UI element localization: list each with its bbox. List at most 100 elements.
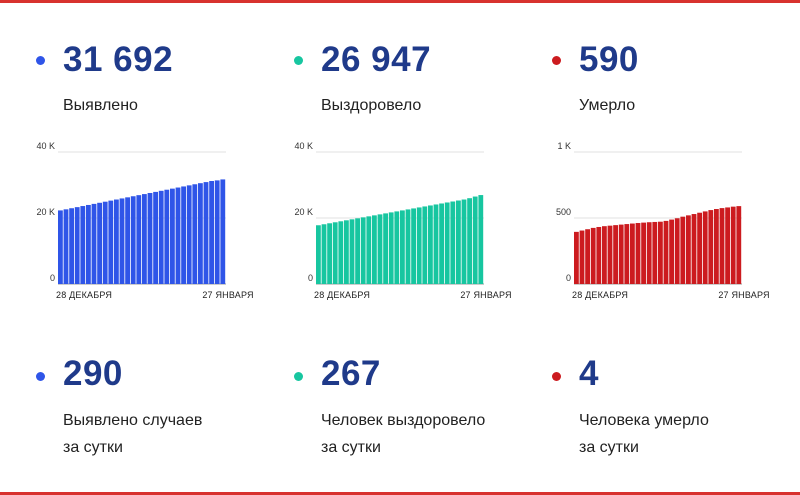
daily-value: 267 [321, 354, 381, 393]
bar [214, 180, 220, 284]
bar [708, 210, 714, 284]
x-start-label: 28 ДЕКАБРЯ [56, 290, 112, 300]
bar [674, 218, 680, 284]
bar [422, 206, 428, 284]
bar [74, 207, 80, 284]
bar [181, 186, 186, 284]
y-tick-label: 40 K [294, 141, 313, 151]
y-tick-label: 0 [50, 273, 55, 283]
daily-color-dot [294, 372, 303, 381]
bar [400, 210, 405, 284]
bar [618, 224, 624, 284]
bar [624, 224, 630, 284]
y-tick-label: 1 K [557, 141, 571, 151]
bar [467, 198, 472, 284]
bar [97, 202, 102, 284]
bar [344, 220, 349, 284]
bar [416, 207, 422, 284]
bar [585, 229, 590, 284]
panel-deaths: 590 Умерло 0 500 1 K 28 ДЕКАБРЯ 27 ЯНВАРЯ 4 … [552, 0, 800, 495]
bar [192, 184, 198, 284]
bar [602, 226, 607, 284]
panel-detected: 31 692 Выявлено 0 20 K 40 K 28 ДЕКАБРЯ 27 ЯН… [36, 0, 296, 495]
bar [691, 214, 697, 284]
x-end-label: 27 ЯНВАРЯ [718, 290, 769, 300]
panel-recovered: 26 947 Выздоровело 0 20 K 40 K 28 ДЕКАБРЯ 27… [294, 0, 554, 495]
bar [349, 219, 355, 284]
bar [198, 183, 203, 284]
y-tick-label: 500 [556, 207, 571, 217]
bar [714, 209, 719, 284]
bar [86, 204, 91, 284]
bar [63, 209, 69, 284]
bar [69, 208, 74, 284]
bar [158, 190, 164, 284]
y-tick-label: 20 K [294, 207, 313, 217]
bar [456, 200, 461, 284]
bar [641, 222, 646, 284]
bar [613, 225, 618, 284]
bar [663, 220, 669, 284]
daily-value: 290 [63, 354, 123, 393]
bar [719, 208, 725, 284]
bar [646, 222, 652, 284]
bar [697, 212, 702, 284]
panel-color-dot [552, 56, 561, 65]
bar [669, 219, 674, 284]
bar [220, 179, 226, 284]
x-start-label: 28 ДЕКАБРЯ [314, 290, 370, 300]
bar [630, 223, 635, 284]
x-end-label: 27 ЯНВАРЯ [460, 290, 511, 300]
panel-color-dot [36, 56, 45, 65]
bar [321, 224, 327, 284]
bar [736, 206, 742, 284]
bar [355, 218, 360, 284]
y-tick-label: 20 K [36, 207, 55, 217]
bar [58, 210, 63, 284]
bar [574, 231, 579, 284]
bar [428, 205, 433, 284]
bar [590, 227, 596, 284]
daily-label-line2: за сутки [63, 439, 123, 456]
bar [170, 188, 175, 284]
bar [388, 212, 394, 284]
bar [377, 214, 383, 284]
daily-color-dot [552, 372, 561, 381]
bar [80, 206, 86, 284]
bar [725, 207, 730, 284]
daily-label-line2: за сутки [321, 439, 381, 456]
total-label: Выздоровело [321, 97, 422, 114]
bar [164, 189, 170, 284]
bar [102, 201, 108, 284]
bar [372, 215, 377, 284]
bar [153, 191, 158, 284]
bar [686, 215, 691, 284]
bar [439, 203, 444, 284]
y-tick-label: 0 [308, 273, 313, 283]
bar [444, 202, 450, 284]
total-value: 31 692 [63, 40, 174, 79]
bar [114, 199, 119, 284]
bar [607, 225, 613, 284]
x-end-label: 27 ЯНВАРЯ [202, 290, 253, 300]
y-tick-label: 0 [566, 273, 571, 283]
bar [142, 194, 147, 284]
bar [680, 216, 686, 284]
bar [147, 192, 153, 284]
bar [579, 230, 585, 284]
daily-label-line1: Человека умерло [579, 412, 709, 429]
y-tick-label: 40 K [36, 141, 55, 151]
bar [702, 211, 708, 284]
bar [652, 221, 658, 284]
bar [136, 195, 142, 284]
bar [203, 182, 209, 284]
bar [209, 181, 214, 284]
daily-label-line2: за сутки [579, 439, 639, 456]
bar [450, 201, 456, 284]
daily-value: 4 [579, 354, 599, 393]
bar [125, 197, 130, 284]
daily-label-line1: Человек выздоровело [321, 412, 486, 429]
bar [366, 216, 372, 284]
bar [108, 200, 114, 284]
bar [635, 223, 641, 284]
